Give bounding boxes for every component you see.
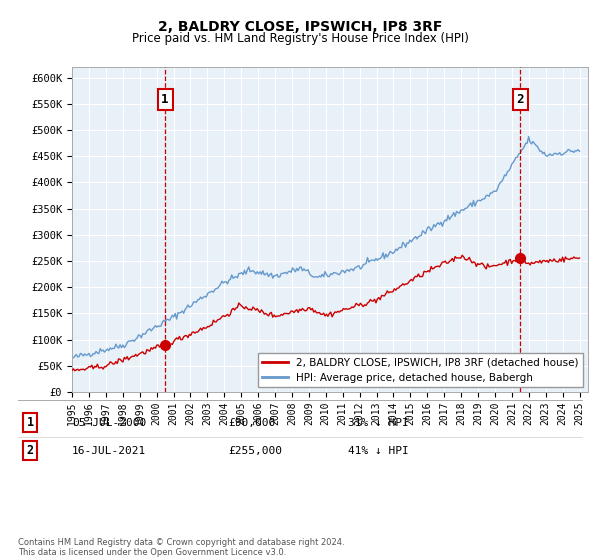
Text: 1: 1 <box>161 93 169 106</box>
Text: Contains HM Land Registry data © Crown copyright and database right 2024.
This d: Contains HM Land Registry data © Crown c… <box>18 538 344 557</box>
Text: 2: 2 <box>517 93 524 106</box>
Text: 2: 2 <box>26 444 34 458</box>
Text: 16-JUL-2021: 16-JUL-2021 <box>72 446 146 456</box>
Text: 05-JUL-2000: 05-JUL-2000 <box>72 418 146 428</box>
Legend: 2, BALDRY CLOSE, IPSWICH, IP8 3RF (detached house), HPI: Average price, detached: 2, BALDRY CLOSE, IPSWICH, IP8 3RF (detac… <box>257 353 583 387</box>
Text: £90,000: £90,000 <box>228 418 275 428</box>
Text: £255,000: £255,000 <box>228 446 282 456</box>
Text: 41% ↓ HPI: 41% ↓ HPI <box>348 446 409 456</box>
Text: Price paid vs. HM Land Registry's House Price Index (HPI): Price paid vs. HM Land Registry's House … <box>131 32 469 45</box>
Text: 31% ↓ HPI: 31% ↓ HPI <box>348 418 409 428</box>
Text: 2, BALDRY CLOSE, IPSWICH, IP8 3RF: 2, BALDRY CLOSE, IPSWICH, IP8 3RF <box>158 20 442 34</box>
Text: 1: 1 <box>26 416 34 430</box>
